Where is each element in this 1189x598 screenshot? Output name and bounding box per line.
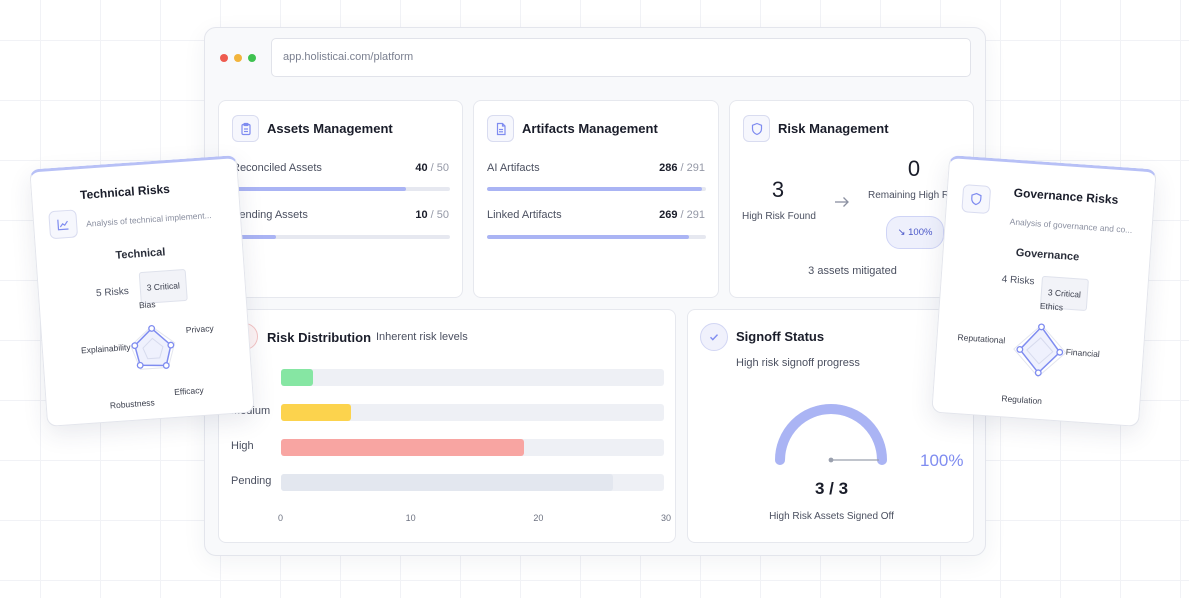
risk-management-card[interactable]: Risk Management 3 High Risk Found 0 Rema… [729, 100, 974, 298]
reconciled-assets-value: 40 / 50 [415, 162, 449, 174]
signoff-gauge-fill [775, 404, 887, 465]
governance-radar-shape [1018, 325, 1061, 374]
governance-radar-chart [1013, 323, 1067, 378]
ai-artifacts-value: 286 / 291 [659, 162, 705, 174]
governance-risks-card[interactable]: Governance Risks Analysis of governance … [931, 155, 1157, 427]
axis-bias: Bias [138, 299, 156, 311]
signoff-caption: High Risk Assets Signed Off [769, 511, 894, 522]
axis-reputational: Reputational [957, 332, 1006, 346]
technical-radar-shape [133, 327, 172, 367]
window-controls [220, 54, 256, 62]
reconciled-assets-label: Reconciled Assets [232, 162, 322, 174]
ai-artifacts-bar [487, 187, 706, 191]
assets-title: Assets Management [267, 121, 393, 136]
governance-risks-count: 4 Risks [1001, 274, 1035, 288]
risk-row-track [281, 404, 664, 421]
axis-ethics: Ethics [1039, 300, 1064, 313]
linked-artifacts-label: Linked Artifacts [487, 209, 562, 221]
progress-fill [232, 187, 407, 191]
governance-category: Governance [1015, 246, 1080, 264]
progress-fill [487, 235, 690, 239]
address-bar[interactable]: app.holisticai.com/platform [271, 38, 971, 77]
axis-tick-label: 20 [533, 513, 544, 523]
risk-row-bar [281, 404, 352, 421]
linked-artifacts-value: 269 / 291 [659, 209, 705, 221]
axis-efficacy: Efficacy [173, 384, 205, 397]
minimize-window-button[interactable] [234, 54, 242, 62]
pending-assets-label: Pending Assets [232, 209, 308, 221]
axis-tick-label: 10 [405, 513, 416, 523]
axis-financial: Financial [1065, 346, 1101, 360]
high-risk-found-label: High Risk Found [742, 211, 816, 222]
technical-radar-point [131, 342, 139, 350]
pending-assets-value: 10 / 50 [415, 209, 449, 221]
reconciled-assets-bar [232, 187, 450, 191]
technical-risks-subtitle: Analysis of technical implement... [85, 209, 212, 229]
browser-window: app.holisticai.com/platform Assets Manag… [204, 27, 986, 556]
axis-tick-label: 0 [278, 513, 284, 523]
risk-row-label: High [231, 440, 254, 452]
risk-distribution-card[interactable]: Risk Distribution Inherent risk levels M… [218, 309, 676, 543]
signoff-percent: 100% [920, 451, 964, 470]
technical-risks-title: Technical Risks [79, 181, 171, 203]
technical-radar-point [136, 361, 144, 369]
governance-radar-point [1034, 369, 1042, 377]
artifacts-management-card[interactable]: Artifacts Management AI Artifacts 286 / … [473, 100, 719, 298]
shield-icon [961, 184, 992, 214]
signoff-subtitle: High risk signoff progress [736, 357, 860, 369]
shield-icon [743, 115, 770, 142]
signoff-gauge [775, 404, 887, 465]
axis-privacy: Privacy [185, 323, 214, 336]
technical-risks-card[interactable]: Technical Risks Analysis of technical im… [29, 155, 255, 427]
risk-row-bar [281, 439, 524, 456]
close-window-button[interactable] [220, 54, 228, 62]
governance-radar-point [1038, 323, 1045, 331]
axis-tick-label: 30 [661, 513, 672, 523]
risk-distribution-subtitle: Inherent risk levels [376, 331, 468, 343]
risk-row-bar [281, 369, 313, 386]
technical-radar-point [162, 362, 170, 369]
technical-radar-point [167, 341, 175, 349]
pending-assets-bar [232, 235, 450, 239]
check-icon [700, 323, 728, 351]
governance-radar-point [1016, 346, 1024, 353]
governance-risks-title: Governance Risks [1013, 185, 1119, 207]
technical-category: Technical [115, 246, 166, 262]
remaining-high-risk-value: 0 [907, 156, 921, 181]
technical-radar-chart [130, 324, 176, 370]
assets-management-card[interactable]: Assets Management Reconciled Assets 40 /… [218, 100, 463, 298]
remaining-high-risk-label: Remaining High Risk [868, 190, 962, 201]
high-risk-found-value: 3 [771, 177, 785, 202]
arrow-right-icon [834, 195, 850, 213]
signoff-status-card[interactable]: Signoff Status High risk signoff progres… [687, 309, 974, 543]
mitigated-text: 3 assets mitigated [808, 265, 897, 277]
signoff-gauge-pivot [828, 457, 834, 463]
axis-regulation: Regulation [1001, 393, 1043, 407]
technical-radar-point [148, 324, 156, 332]
risk-row-bar [281, 474, 613, 491]
clipboard-icon [232, 115, 259, 142]
maximize-window-button[interactable] [248, 54, 256, 62]
linked-artifacts-bar [487, 235, 706, 239]
risk-row-label: Pending [231, 475, 272, 487]
signoff-count: 3 / 3 [814, 479, 849, 498]
risk-row-track [281, 369, 664, 386]
technical-risks-count: 5 Risks [95, 285, 130, 300]
signoff-title: Signoff Status [736, 329, 825, 344]
axis-robustness: Robustness [109, 397, 156, 411]
artifacts-title: Artifacts Management [522, 121, 658, 136]
ai-artifacts-label: AI Artifacts [487, 162, 540, 174]
risk-management-title: Risk Management [778, 121, 889, 136]
reduction-badge: ↘ 100% [886, 216, 944, 249]
risk-distribution-title: Risk Distribution [267, 330, 372, 345]
progress-fill [487, 187, 703, 191]
chart-line-icon [48, 209, 79, 240]
governance-radar-point [1056, 348, 1064, 356]
document-icon [487, 115, 514, 142]
governance-risks-subtitle: Analysis of governance and co... [1009, 216, 1133, 236]
progress-fill [232, 235, 276, 239]
